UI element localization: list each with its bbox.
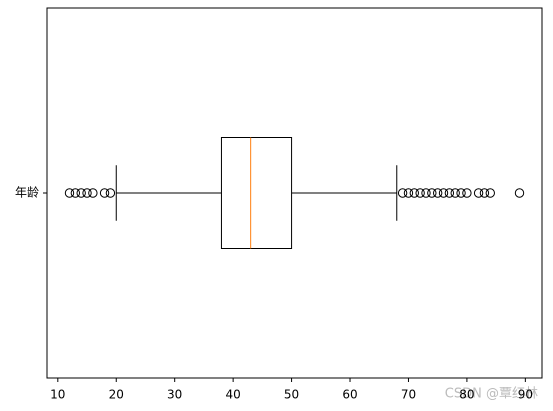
x-tick-label: 30 (167, 388, 182, 402)
x-tick-label: 90 (518, 388, 533, 402)
x-tick-label: 60 (342, 388, 357, 402)
x-tick-label: 40 (225, 388, 240, 402)
flier (88, 188, 98, 198)
x-tick-label: 80 (459, 388, 474, 402)
flier (76, 188, 86, 198)
flier (105, 188, 116, 198)
flier (397, 188, 408, 198)
flier (64, 188, 75, 198)
x-tick-label: 50 (284, 388, 299, 402)
x-tick-label: 20 (109, 388, 124, 402)
flier (421, 188, 431, 198)
x-tick-label: 70 (401, 388, 416, 402)
flier (409, 188, 420, 198)
flier (444, 188, 455, 198)
flier (70, 188, 81, 198)
flier (415, 188, 425, 198)
flier (485, 188, 495, 198)
watermark: CSDN @覃红林 (445, 386, 538, 402)
x-tick-label: 10 (50, 388, 65, 402)
flier (427, 188, 437, 198)
flier (438, 188, 449, 198)
flier (456, 188, 466, 198)
flier (403, 188, 414, 198)
flier (450, 188, 460, 198)
y-tick-label: 年龄 (15, 186, 39, 200)
flier (82, 188, 92, 198)
flier (99, 188, 110, 198)
flier (514, 188, 525, 198)
flier (479, 188, 490, 198)
box (220, 137, 293, 249)
flier (473, 188, 484, 198)
flier (462, 188, 472, 198)
flier (432, 188, 443, 198)
